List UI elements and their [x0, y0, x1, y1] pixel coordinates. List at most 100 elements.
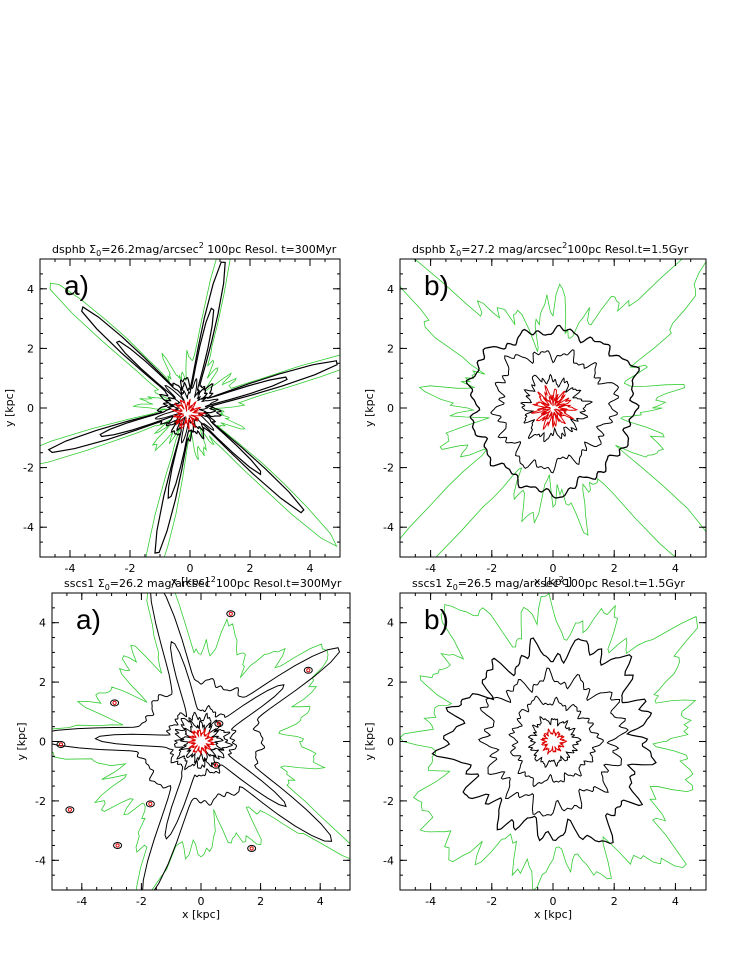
contour: [213, 763, 218, 768]
contour: [67, 807, 72, 812]
x-tick-label: 2: [257, 895, 264, 908]
contour: [519, 373, 593, 443]
title-part: 100pc Resol.t=1.5Gyr: [567, 243, 689, 256]
contour: [40, 259, 340, 557]
contour: [228, 611, 233, 616]
contour: [539, 395, 569, 422]
x-tick-label: -2: [125, 562, 136, 575]
contour: [303, 666, 313, 674]
contour: [65, 806, 75, 814]
title-part: dsphb Σ: [52, 243, 96, 256]
title-part: 2: [211, 575, 216, 584]
y-axis-label: y [kpc]: [363, 389, 376, 427]
title-part: 2: [562, 241, 567, 250]
y-tick-label: -2: [35, 795, 46, 808]
y-tick-label: 4: [39, 617, 46, 630]
y-tick-label: -4: [35, 854, 46, 867]
contour: [527, 716, 582, 768]
contour: [99, 307, 288, 500]
y-tick-label: -4: [23, 521, 34, 534]
title-part: dsphb Σ: [412, 243, 456, 256]
x-axis-label: x [kpc]: [534, 908, 572, 921]
title-part: sscs1 Σ: [412, 577, 453, 590]
contour: [211, 761, 221, 769]
y-tick-label: 0: [27, 402, 34, 415]
plot-frame: [399, 592, 707, 891]
panel-label: b): [424, 270, 449, 301]
y-tick-label: 4: [387, 617, 394, 630]
contour: [115, 843, 120, 848]
contour: [52, 593, 350, 890]
x-tick-label: 2: [247, 562, 254, 575]
y-axis-label: y [kpc]: [15, 723, 28, 761]
contour: [530, 385, 579, 431]
title-part: =26.2mag/arcsec: [101, 243, 198, 256]
contour: [249, 846, 254, 851]
x-tick-label: -2: [486, 895, 497, 908]
contour: [110, 699, 120, 707]
panel-title: dsphb Σ0=26.2mag/arcsec2 100pc Resol. t=…: [52, 241, 337, 258]
title-part: =26.5 mag/arcsec: [458, 577, 559, 590]
x-tick-label: 0: [550, 562, 557, 575]
contour: [400, 259, 706, 557]
contour: [58, 742, 64, 747]
x-axis-label: x [kpc]: [534, 575, 572, 588]
contour: [490, 349, 620, 474]
y-tick-label: 0: [39, 736, 46, 749]
contour: [400, 593, 699, 890]
x-tick-label: -4: [76, 895, 87, 908]
title-part: =26.2 mag/arcsec: [110, 577, 211, 590]
panel-title: dsphb Σ0=27.2 mag/arcsec2100pc Resol.t=1…: [412, 241, 689, 258]
contour: [113, 841, 123, 849]
title-part: sscs1 Σ: [64, 577, 105, 590]
y-tick-label: 4: [27, 283, 34, 296]
y-tick-label: -2: [383, 795, 394, 808]
contour: [226, 610, 236, 618]
contour: [431, 637, 657, 845]
contour: [56, 740, 66, 748]
contour: [52, 593, 341, 890]
contours: [400, 593, 699, 890]
y-tick-label: -4: [383, 521, 394, 534]
x-tick-label: -4: [65, 562, 76, 575]
contour: [94, 640, 287, 840]
y-tick-label: 0: [387, 402, 394, 415]
y-tick-label: 4: [387, 283, 394, 296]
contour: [306, 668, 311, 673]
contour: [187, 728, 216, 756]
x-tick-label: 0: [187, 562, 194, 575]
y-axis-label: y [kpc]: [363, 723, 376, 761]
x-tick-label: -2: [486, 562, 497, 575]
title-part: 0: [453, 583, 458, 592]
contour: [478, 667, 629, 817]
x-tick-label: 2: [611, 562, 618, 575]
title-part: 0: [456, 249, 461, 258]
plot-frame: [51, 592, 351, 891]
x-tick-label: 0: [550, 895, 557, 908]
panel-label: b): [424, 604, 449, 635]
x-tick-label: 4: [672, 895, 679, 908]
contour: [214, 720, 224, 728]
x-tick-label: -4: [425, 562, 436, 575]
title-part: =27.2 mag/arcsec: [461, 243, 562, 256]
x-tick-label: 2: [611, 895, 618, 908]
y-tick-label: 2: [387, 676, 394, 689]
x-tick-label: 4: [672, 562, 679, 575]
x-tick-label: 4: [307, 562, 314, 575]
title-part: 0: [105, 583, 110, 592]
contour: [148, 801, 153, 806]
contour: [247, 844, 257, 852]
y-tick-label: 2: [387, 342, 394, 355]
contour: [145, 800, 155, 808]
title-part: 100pc Resol.t=1.5Gyr: [564, 577, 686, 590]
x-tick-label: -2: [136, 895, 147, 908]
y-tick-label: -2: [383, 462, 394, 475]
title-part: 2: [559, 575, 564, 584]
contours: [52, 593, 350, 890]
contour: [170, 398, 207, 431]
title-part: 0: [96, 249, 101, 258]
